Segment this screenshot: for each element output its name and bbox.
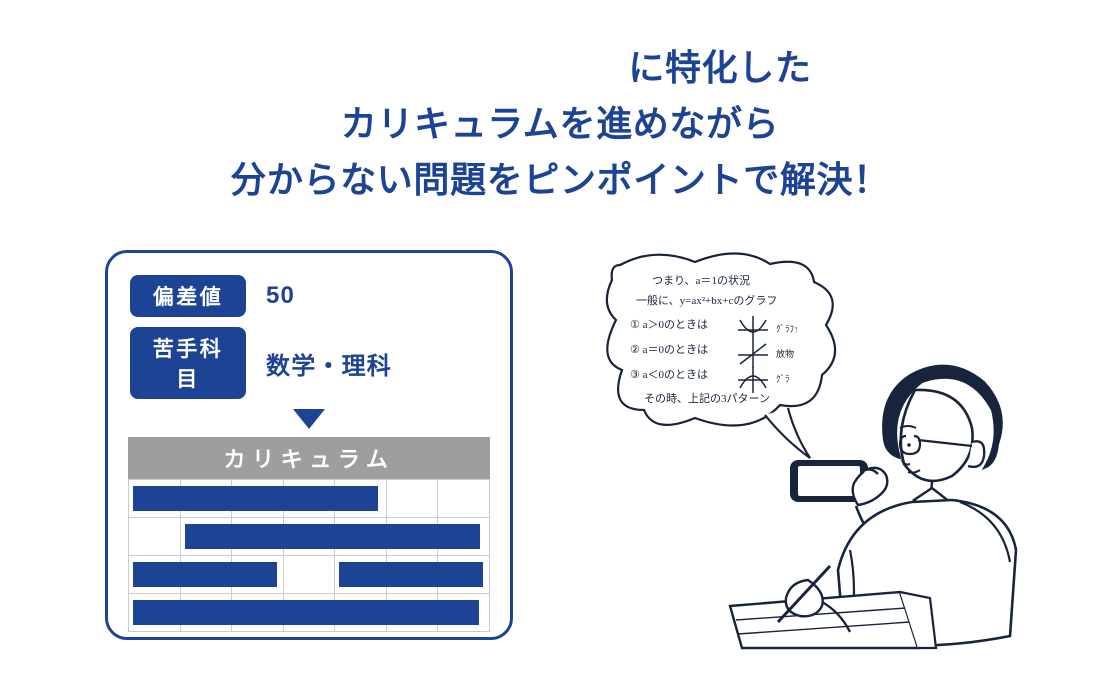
headline-line-2: カリキュラムを進めながら — [0, 96, 1120, 152]
table-row — [129, 518, 490, 556]
svg-text:ｸﾞﾗﾌ↑: ｸﾞﾗﾌ↑ — [776, 324, 799, 334]
svg-text:③ a＜0のときは: ③ a＜0のときは — [630, 368, 708, 381]
svg-text:ｸﾞﾗ: ｸﾞﾗ — [776, 374, 790, 384]
svg-text:① a＞0のときは: ① a＞0のときは — [630, 318, 708, 331]
score-value: 50 — [266, 282, 295, 310]
svg-text:その時、上記の3パターン: その時、上記の3パターン — [644, 391, 770, 405]
score-label-pill: 偏差値 — [130, 275, 246, 317]
headline-line-1: に特化した — [0, 40, 1120, 96]
headline-line-3: 分からない問題をピンポイントで解決！ — [0, 152, 1120, 208]
student-head — [883, 366, 1002, 481]
table-row — [129, 556, 490, 594]
curriculum-table-title: カリキュラム — [128, 437, 490, 479]
table-row — [129, 480, 490, 518]
curriculum-table — [128, 479, 490, 632]
headline: に特化した カリキュラムを進めながら 分からない問題をピンポイントで解決！ — [0, 40, 1120, 207]
svg-text:② a＝0のときは: ② a＝0のときは — [630, 343, 708, 356]
svg-text:放物: 放物 — [776, 348, 794, 359]
table-row — [129, 594, 490, 632]
svg-text:一般に、y=ax²+bx+cのグラフ: 一般に、y=ax²+bx+cのグラフ — [636, 293, 777, 307]
notebook — [730, 592, 936, 648]
weak-value: 数学・理科 — [266, 346, 392, 381]
weak-label-pill: 苦手科目 — [130, 327, 246, 399]
score-row: 偏差値 50 — [130, 275, 488, 317]
student-illustration: つまり、a＝1の状況 一般に、y=ax²+bx+cのグラフ ① a＞0のときは … — [600, 250, 1030, 650]
curriculum-card: 偏差値 50 苦手科目 数学・理科 カリキュラム — [105, 250, 513, 640]
svg-text:つまり、a＝1の状況: つまり、a＝1の状況 — [652, 273, 750, 287]
weak-row: 苦手科目 数学・理科 — [130, 327, 488, 399]
arrow-down-icon — [293, 409, 325, 429]
